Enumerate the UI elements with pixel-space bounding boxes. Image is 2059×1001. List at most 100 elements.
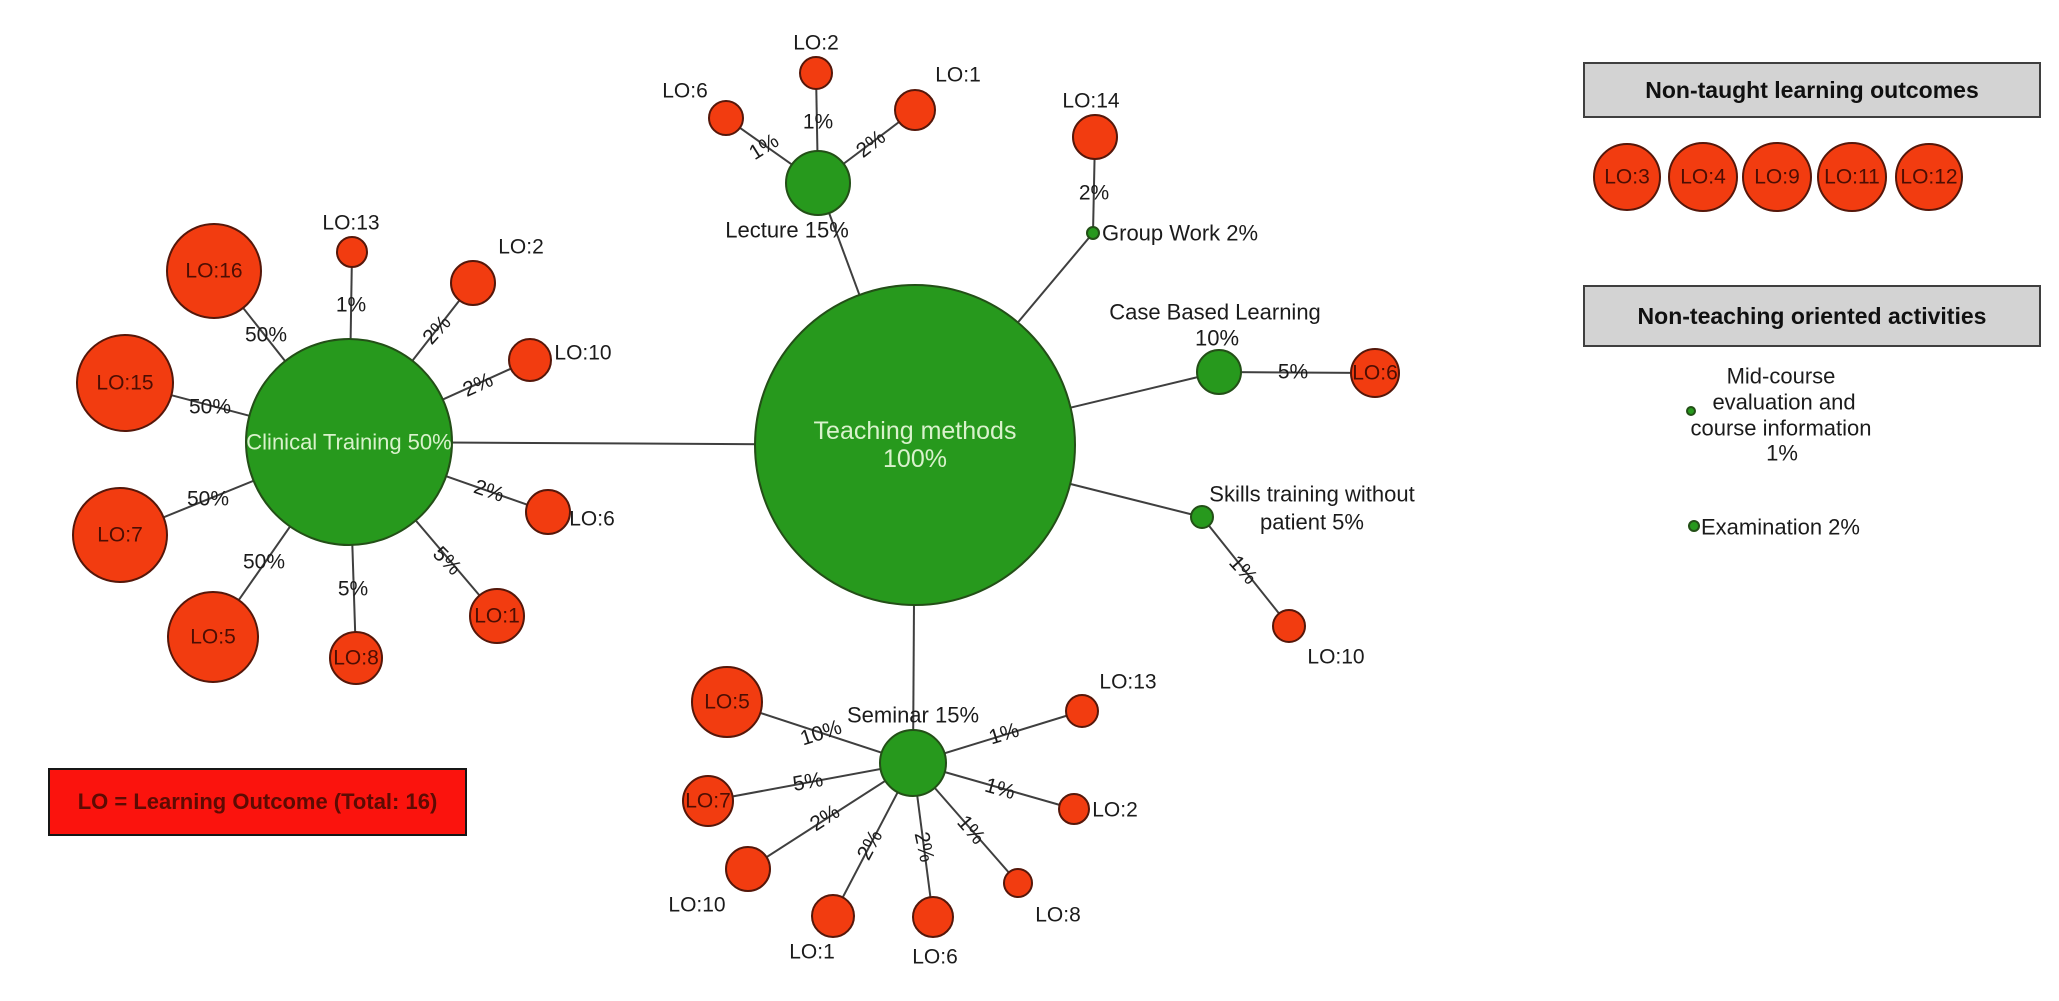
- se1-label: LO:1: [789, 941, 835, 964]
- midcourse-label-line1: Mid-course: [1727, 364, 1836, 389]
- outcome-circle-legend-lo3: [1593, 143, 1661, 211]
- s10-label: LO:10: [1307, 646, 1364, 669]
- outcome-circle-c7: [72, 487, 168, 583]
- outcome-circle-se1: [811, 894, 855, 938]
- node-text-c8-0: LO:8: [333, 647, 379, 670]
- edge-label-clinical-c16: 50%: [245, 324, 287, 347]
- method-circle-teaching: [754, 284, 1076, 606]
- outcome-circle-c5: [167, 591, 259, 683]
- edge-label-seminar-se10: 2%: [806, 800, 844, 836]
- cbl-label-line2: 10%: [1195, 326, 1239, 351]
- edge-skills-s10: [1201, 516, 1290, 627]
- outcome-circle-c6: [525, 489, 571, 535]
- se2-label: LO:2: [1092, 799, 1138, 822]
- outcome-circle-g14: [1072, 114, 1118, 160]
- edge-label-lecture-l2: 1%: [803, 111, 833, 134]
- node-text-legend-lo4-0: LO:4: [1680, 166, 1726, 189]
- lecture-label: Lecture 15%: [725, 218, 849, 243]
- skills-label-line1: Skills training without: [1209, 482, 1414, 507]
- outcome-circle-s10: [1272, 609, 1306, 643]
- node-text-cb6-0: LO:6: [1352, 362, 1398, 385]
- outcome-circle-c10: [508, 338, 552, 382]
- outcome-circle-c1: [469, 588, 525, 644]
- examination-label: Examination 2%: [1701, 515, 1860, 540]
- node-text-se7-0: LO:7: [685, 790, 731, 813]
- outcome-circle-c16: [166, 223, 262, 319]
- se10-label: LO:10: [668, 894, 725, 917]
- outcome-circle-se7: [682, 775, 734, 827]
- edge-label-clinical-c15: 50%: [189, 396, 231, 419]
- node-text-legend-lo9-0: LO:9: [1754, 166, 1800, 189]
- method-circle-legend-midcourse-dot: [1686, 406, 1696, 416]
- outcome-circle-legend-lo12: [1895, 143, 1963, 211]
- node-text-se5-0: LO:5: [704, 691, 750, 714]
- edge-label-clinical-c5: 50%: [243, 551, 285, 574]
- method-circle-lecture: [785, 150, 851, 216]
- se13-label: LO:13: [1099, 671, 1156, 694]
- l1-label: LO:1: [935, 64, 981, 87]
- edge-label-seminar-se13: 1%: [986, 719, 1022, 750]
- method-circle-cbl: [1196, 349, 1242, 395]
- outcome-circle-legend-lo11: [1817, 142, 1887, 212]
- c13-label: LO:13: [322, 212, 379, 235]
- edge-label-seminar-se7: 5%: [791, 768, 825, 796]
- edge-label-clinical-c13: 1%: [336, 294, 366, 317]
- outcome-circle-c2: [450, 260, 496, 306]
- outcome-circle-l2: [799, 56, 833, 90]
- edge-cbl-cb6: [1218, 371, 1376, 374]
- node-text-legend-lo11-0: LO:11: [1824, 166, 1880, 189]
- groupwork-label: Group Work 2%: [1102, 221, 1258, 246]
- node-text-c16-0: LO:16: [185, 260, 242, 283]
- outcome-circle-c15: [76, 334, 174, 432]
- outcome-circle-se6: [912, 896, 954, 938]
- node-text-c15-0: LO:15: [96, 372, 153, 395]
- skills-label-line2: patient 5%: [1260, 510, 1364, 535]
- edge-label-seminar-se1: 2%: [853, 826, 888, 864]
- outcome-circle-legend-lo4: [1668, 142, 1738, 212]
- edge-label-clinical-c10: 2%: [459, 368, 496, 401]
- outcome-circle-se2: [1058, 793, 1090, 825]
- node-text-c1-0: LO:1: [474, 605, 520, 628]
- edge-label-cbl-cb6: 5%: [1278, 361, 1308, 384]
- method-circle-legend-exam-dot: [1688, 520, 1700, 532]
- legend-non-taught-header: Non-taught learning outcomes: [1583, 62, 2041, 118]
- node-text-legend-lo3-0: LO:3: [1604, 166, 1650, 189]
- edge-label-lecture-l1: 2%: [852, 126, 890, 163]
- c10-label: LO:10: [554, 342, 611, 365]
- outcome-circle-se10: [725, 846, 771, 892]
- node-text-legend-lo12-0: LO:12: [1900, 166, 1957, 189]
- outcome-circle-c8: [329, 631, 383, 685]
- outcome-circle-legend-lo9: [1742, 142, 1812, 212]
- edge-label-groupwork-g14: 2%: [1079, 182, 1109, 205]
- l2-label: LO:2: [793, 32, 839, 55]
- edge-label-clinical-c6: 2%: [471, 475, 507, 507]
- seminar-label: Seminar 15%: [847, 703, 979, 728]
- method-circle-skills: [1190, 505, 1214, 529]
- outcome-circle-se13: [1065, 694, 1099, 728]
- learning-outcome-note: LO = Learning Outcome (Total: 16): [48, 768, 467, 836]
- outcome-circle-l1: [894, 89, 936, 131]
- legend-activities-header: Non-teaching oriented activities: [1583, 285, 2041, 347]
- midcourse-label-line2: evaluation and: [1712, 390, 1855, 415]
- node-text-teaching-0: Teaching methods: [814, 417, 1017, 445]
- node-text-c5-0: LO:5: [190, 626, 236, 649]
- edge-label-clinical-c7: 50%: [187, 488, 229, 511]
- node-text-c7-0: LO:7: [97, 524, 143, 547]
- g14-label: LO:14: [1062, 90, 1120, 113]
- outcome-circle-cb6: [1350, 348, 1400, 398]
- edge-label-clinical-c8: 5%: [338, 578, 368, 601]
- cbl-label-line1: Case Based Learning: [1109, 300, 1321, 325]
- outcome-circle-se5: [691, 666, 763, 738]
- midcourse-label-line3: course information: [1691, 416, 1872, 441]
- se8-label: LO:8: [1035, 904, 1081, 927]
- node-text-teaching-1: 100%: [883, 445, 947, 473]
- edge-seminar-se7: [707, 762, 914, 802]
- c6-label: LO:6: [569, 508, 615, 531]
- edge-label-clinical-c2: 2%: [418, 311, 455, 349]
- edge-label-seminar-se2: 1%: [982, 774, 1018, 804]
- outcome-circle-c13: [336, 236, 368, 268]
- method-circle-seminar: [879, 729, 947, 797]
- outcome-circle-se8: [1003, 868, 1033, 898]
